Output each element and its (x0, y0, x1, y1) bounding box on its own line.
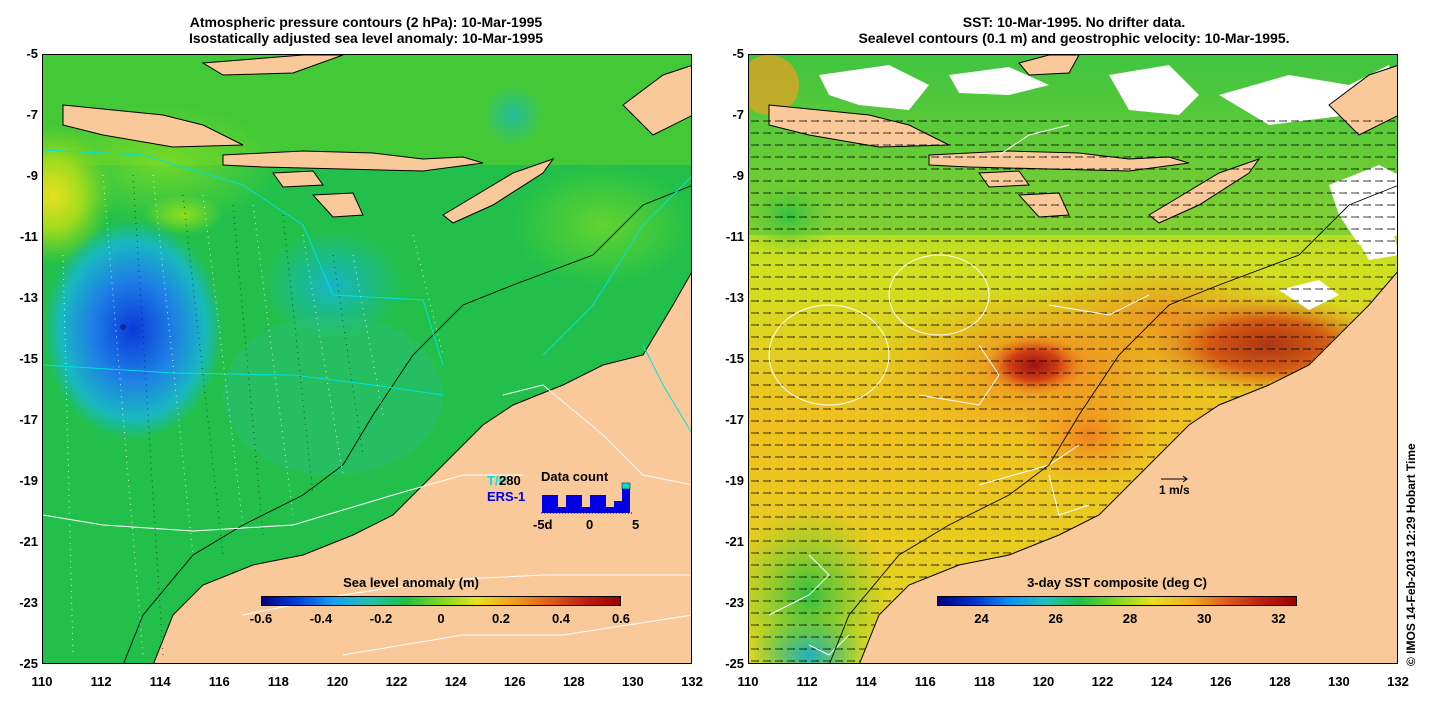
histogram-bar (590, 495, 598, 513)
y-tick-label: -9 (26, 168, 38, 183)
x-tick-label: 116 (914, 674, 936, 689)
y-tick-label: -17 (19, 412, 38, 427)
y-tick-label: -5 (26, 46, 38, 61)
x-tick-label: 114 (149, 674, 171, 689)
y-tick-label: -15 (725, 351, 744, 366)
histogram-axis-mid: 0 (586, 517, 594, 532)
x-tick-label: 130 (1328, 674, 1350, 689)
right-title-line1: SST: 10-Mar-1995. No drifter data. (962, 14, 1186, 30)
x-tick-label: 120 (1032, 674, 1055, 689)
tp-label: T/P (487, 473, 508, 488)
histogram-bar (582, 507, 590, 513)
histogram-bar (558, 507, 566, 513)
colorbar-tick-label: 24 (974, 611, 989, 626)
left-title-line1: Atmospheric pressure contours (2 hPa): 1… (189, 14, 543, 30)
y-tick-label: -23 (725, 595, 744, 610)
histogram-bar (614, 501, 622, 513)
x-tick-label: 130 (622, 674, 644, 689)
colorbar-tick-label: 28 (1122, 611, 1138, 626)
histogram-bar (550, 495, 558, 513)
histogram-bar (606, 507, 614, 513)
x-tick-label: 118 (267, 674, 289, 689)
x-tick-label: 110 (31, 674, 53, 689)
data-count-value: 280 (499, 473, 521, 488)
x-tick-label: 128 (1268, 674, 1291, 689)
left-colorbar-title: Sea level anomaly (m) (343, 575, 479, 590)
sst-map: 1 m/s 3-day SST composite (deg C) 24 26 28… (748, 54, 1398, 664)
x-tick-label: 132 (681, 674, 703, 689)
histogram-bar (542, 495, 550, 513)
x-tick-label: 126 (503, 674, 526, 689)
data-count-histogram (541, 482, 633, 514)
colorbar-tick-label: 0 (437, 611, 445, 626)
right-title-line2: Sealevel contours (0.1 m) and geostrophi… (858, 30, 1290, 46)
y-tick-label: -19 (19, 473, 38, 488)
x-tick-label: 120 (326, 674, 349, 689)
x-tick-label: 118 (973, 674, 995, 689)
y-tick-label: -13 (725, 290, 744, 305)
x-tick-label: 116 (208, 674, 230, 689)
x-tick-label: 110 (737, 674, 759, 689)
colorbar-tick-label: 32 (1271, 611, 1286, 626)
y-tick-label: -7 (732, 107, 744, 122)
histogram-bar (598, 495, 606, 513)
sea-level-colorbar (261, 596, 621, 606)
left-panel-title: Atmospheric pressure contours (2 hPa): 1… (40, 14, 692, 46)
velocity-scale-label: 1 m/s (1159, 483, 1190, 497)
left-title-line2: Isostatically adjusted sea level anomaly… (188, 30, 544, 46)
y-tick-label: -25 (19, 656, 38, 671)
y-tick-label: -21 (19, 534, 38, 549)
y-tick-label: -19 (725, 473, 744, 488)
y-tick-label: -17 (725, 412, 744, 427)
x-tick-label: 112 (796, 674, 818, 689)
histogram-bar (566, 495, 574, 513)
right-panel-title: SST: 10-Mar-1995. No drifter data. Seale… (748, 14, 1400, 46)
histogram-bar (574, 495, 582, 513)
y-tick-label: -25 (725, 656, 744, 671)
histogram-highlight-bar (621, 482, 631, 490)
sst-field (749, 55, 1397, 663)
histogram-axis-right: 5 (632, 517, 640, 532)
x-tick-label: 124 (1150, 674, 1173, 689)
ers1-label: ERS-1 (487, 489, 526, 504)
x-tick-label: 132 (1387, 674, 1409, 689)
y-tick-label: -7 (26, 107, 38, 122)
y-tick-label: -11 (725, 229, 744, 244)
colorbar-tick-label: 0.6 (611, 611, 631, 626)
sea-level-anomaly-map: Data count T/P 280 ERS-1 -5d 0 5 Sea lev… (42, 54, 692, 664)
histogram-axis-left: -5d (533, 517, 553, 532)
histogram-bar (622, 489, 630, 513)
x-tick-label: 124 (444, 674, 467, 689)
right-colorbar-title: 3-day SST composite (deg C) (1027, 575, 1207, 590)
colorbar-tick-label: 30 (1196, 611, 1212, 626)
colorbar-tick-label: -0.6 (249, 611, 273, 626)
x-tick-label: 112 (90, 674, 112, 689)
data-count-title: Data count (541, 469, 609, 484)
credit-text: © IMOS 14-Feb-2013 12:29 Hobart Time (1404, 443, 1418, 666)
x-tick-label: 128 (562, 674, 585, 689)
y-tick-label: -23 (19, 595, 38, 610)
y-tick-label: -11 (19, 229, 38, 244)
y-tick-label: -21 (725, 534, 744, 549)
colorbar-tick-label: -0.2 (369, 611, 393, 626)
y-tick-label: -9 (732, 168, 744, 183)
y-tick-label: -5 (732, 46, 744, 61)
colorbar-tick-label: -0.4 (309, 611, 333, 626)
y-tick-label: -13 (19, 290, 38, 305)
x-tick-label: 122 (385, 674, 408, 689)
sst-colorbar (937, 596, 1297, 606)
colorbar-tick-label: 26 (1048, 611, 1063, 626)
colorbar-tick-label: 0.4 (551, 611, 571, 626)
x-tick-label: 122 (1091, 674, 1114, 689)
colorbar-tick-label: 0.2 (491, 611, 511, 626)
x-tick-label: 114 (855, 674, 877, 689)
y-tick-label: -15 (19, 351, 38, 366)
x-tick-label: 126 (1209, 674, 1232, 689)
sea-level-anomaly-field (43, 55, 691, 663)
